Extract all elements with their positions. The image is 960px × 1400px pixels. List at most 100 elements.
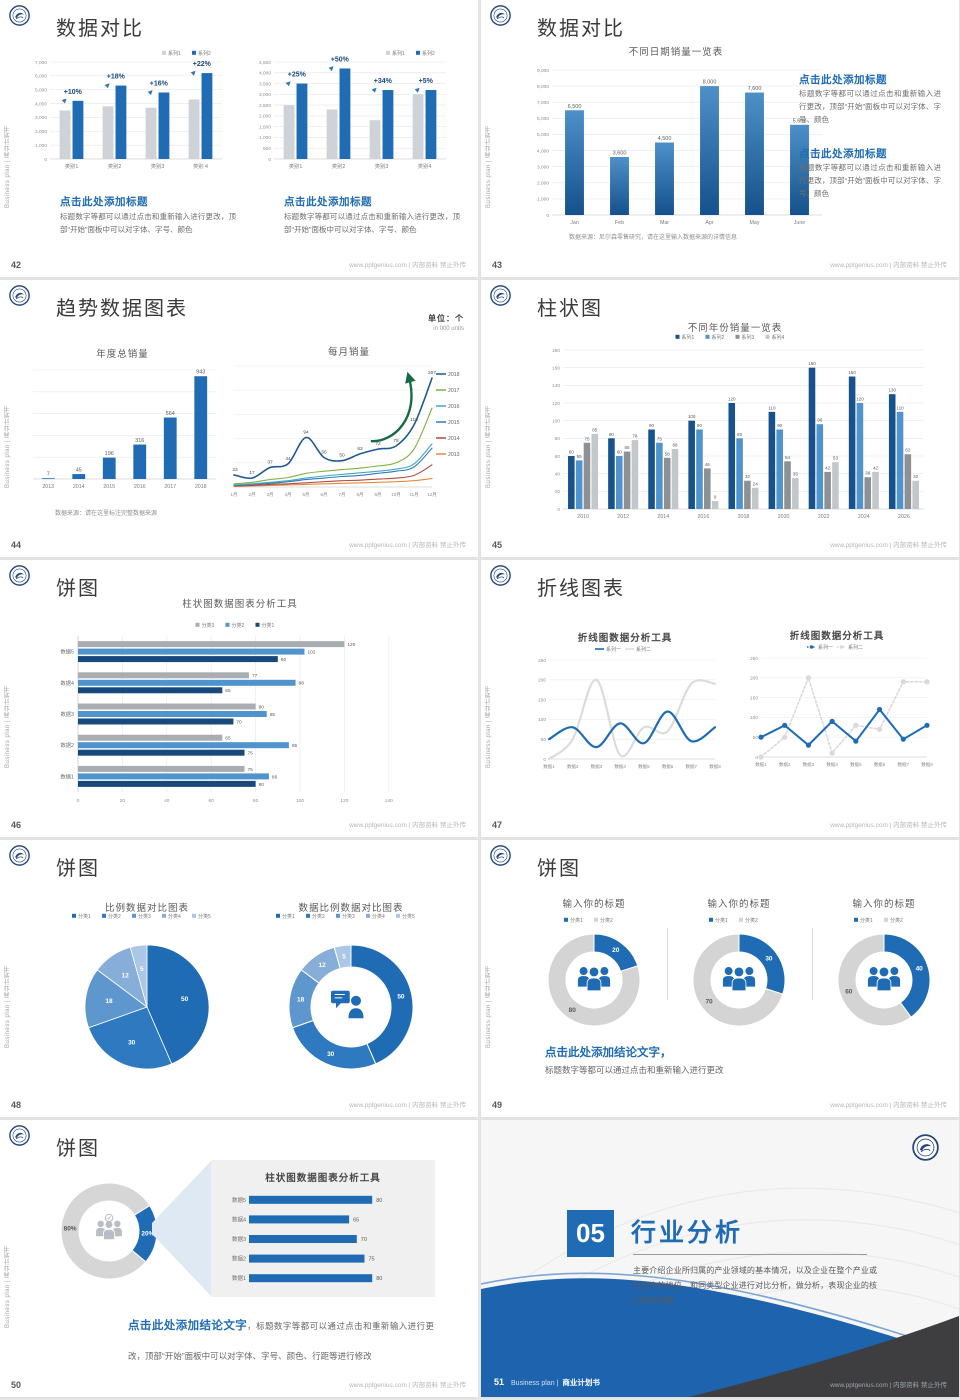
svg-text:30: 30 (128, 1039, 136, 1046)
svg-text:5,600: 5,600 (793, 118, 807, 124)
svg-text:2月: 2月 (248, 492, 255, 498)
svg-text:95: 95 (292, 743, 298, 749)
svg-text:0: 0 (557, 507, 560, 513)
university-logo-icon (490, 5, 512, 27)
svg-text:102: 102 (307, 649, 315, 655)
donut-chart-30: 30 70 分类1 分类2 (674, 916, 804, 1038)
slide-45-column-chart: 柱状图 Business plan | 商业计划书 不同年份销量一览表 0 20 4… (481, 280, 959, 557)
svg-text:75: 75 (248, 767, 254, 773)
svg-text:+16%: +16% (150, 80, 169, 87)
svg-text:▲: ▲ (145, 86, 157, 98)
slide-44-trend-charts: 趋势数据图表 Business plan | 商业计划书 单位：个 in 000… (0, 280, 478, 557)
svg-text:5: 5 (342, 953, 346, 960)
svg-text:90: 90 (697, 423, 703, 428)
svg-text:10月: 10月 (391, 492, 401, 498)
svg-text:0: 0 (268, 157, 271, 163)
svg-text:100: 100 (688, 414, 696, 419)
university-logo-icon (490, 845, 512, 867)
svg-text:数据1: 数据1 (543, 763, 555, 770)
svg-text:2018: 2018 (195, 484, 207, 490)
svg-text:80: 80 (569, 1007, 577, 1014)
chart-title: 每月销量 (327, 347, 370, 358)
svg-text:▲: ▲ (412, 83, 424, 95)
svg-text:2,500: 2,500 (259, 103, 271, 109)
university-emblem-svg (490, 565, 511, 586)
svg-text:Jan: Jan (570, 220, 579, 226)
slide-footer: www.pptgenius.com | 内部资料 禁止外传 (349, 1102, 466, 1109)
svg-text:+50%: +50% (331, 56, 350, 63)
svg-text:75: 75 (584, 436, 590, 441)
svg-text:数据7: 数据7 (686, 763, 698, 770)
svg-text:60: 60 (569, 450, 575, 455)
slide-footer: www.pptgenius.com | 内部资料 禁止外传 (830, 1382, 947, 1389)
svg-text:数据8: 数据8 (921, 761, 933, 768)
grouped-bar-chart-yearly: 0 20 40 60 80 100 120 140 160 180 2010 2012 2014 2016… (543, 332, 928, 522)
svg-text:80: 80 (259, 782, 265, 788)
svg-text:90: 90 (649, 423, 655, 428)
svg-text:3,000: 3,000 (35, 115, 47, 121)
svg-text:9: 9 (714, 495, 717, 500)
svg-text:2014: 2014 (657, 514, 669, 520)
svg-text:45: 45 (76, 468, 82, 474)
chart-title: 输入你的标题 (707, 899, 771, 910)
svg-text:▲: ▲ (326, 62, 338, 74)
slide-title: 折线图表 (537, 578, 625, 600)
svg-text:5,000: 5,000 (35, 88, 47, 94)
svg-text:68: 68 (672, 442, 678, 447)
donut-chart-20: 20 80 分类1 分类2 (529, 916, 659, 1038)
slide-46-hbar-chart: 饼图 Business plan | 商业计划书 柱状图数据图表分析工具 0 20… (0, 560, 478, 837)
slide-title: 柱状图 (537, 298, 603, 320)
svg-text:20: 20 (612, 947, 620, 954)
svg-text:类别 4: 类别 4 (193, 162, 208, 170)
svg-text:分类4: 分类4 (372, 913, 385, 920)
svg-text:分类2: 分类2 (108, 913, 121, 920)
svg-text:85: 85 (270, 712, 276, 718)
svg-text:6,000: 6,000 (35, 74, 47, 80)
chart-title: 比例数据对比图表 (104, 903, 189, 914)
svg-text:250: 250 (750, 656, 758, 662)
divider-line (667, 928, 668, 1000)
slide-footer: www.pptgenius.com | 内部资料 禁止外传 (349, 542, 466, 549)
svg-text:4,500: 4,500 (658, 136, 672, 142)
svg-text:4月: 4月 (284, 492, 291, 498)
svg-text:150: 150 (750, 695, 758, 701)
svg-text:2014: 2014 (73, 484, 85, 490)
svg-text:18: 18 (105, 998, 113, 1005)
sidebar-vertical-label: Business plan | 商业计划书 (486, 685, 492, 768)
page-number: 45 (492, 540, 503, 550)
svg-text:数据2: 数据2 (567, 763, 579, 770)
slide-footer: www.pptgenius.com | 内部资料 禁止外传 (349, 1382, 466, 1389)
chart-svg: 0 1,000 2,000 3,000 4,000 5,000 6,000 7,000 8,00… (537, 68, 822, 226)
placeholder-body: 标题数字等都可以通过点击和重新输入进行更改，顶部“开始”面板中可以对字体、字号、… (60, 212, 236, 235)
svg-text:37: 37 (267, 460, 273, 466)
placeholder-heading: 点击此处添加标题 (799, 74, 887, 86)
svg-text:130: 130 (888, 388, 896, 393)
svg-text:65: 65 (225, 688, 231, 694)
svg-text:5月: 5月 (302, 492, 309, 498)
svg-text:50: 50 (339, 453, 345, 459)
conclusion-paragraph: 点击此处添加结论文字，标题数字等都可以通过点击和重新输入进行更改，顶部“开始”面… (128, 1310, 434, 1371)
svg-text:120: 120 (728, 397, 736, 402)
slide-footer-left: 51 Business plan | 商业计划书 (494, 1372, 600, 1390)
svg-text:2012: 2012 (617, 514, 629, 520)
university-logo-icon (9, 285, 31, 307)
svg-text:分类1: 分类1 (78, 913, 91, 920)
svg-text:75: 75 (657, 436, 663, 441)
svg-text:8,000: 8,000 (703, 80, 717, 86)
svg-text:160: 160 (552, 365, 560, 371)
chart-title: 年度总销量 (96, 349, 149, 360)
svg-text:7,000: 7,000 (537, 100, 549, 106)
svg-text:80: 80 (376, 1198, 382, 1204)
slide-50-pie-funnel: 饼图 Business plan | 商业计划书 20% 80% 柱状图数据图表分… (0, 1120, 478, 1397)
slide-footer: www.pptgenius.com | 内部资料 禁止外传 (349, 262, 466, 269)
line-chart-monthly-sales: 1月 2月 3月 4月 5月 6月 7月 8月 9月 10月 11月 12月 23 17 37 44 94 56 5… (228, 358, 470, 500)
sidebar-vertical-label: Business plan | 商业计划书 (5, 1245, 11, 1328)
svg-text:分类2: 分类2 (312, 913, 325, 920)
bar-chart-comparison-right: 0 500 1,000 1,500 2,000 2,500 3,000 3,500 4,000 4… (250, 50, 450, 172)
svg-text:7月: 7月 (338, 492, 345, 498)
svg-text:数据6: 数据6 (874, 761, 886, 768)
svg-text:100: 100 (296, 798, 304, 804)
svg-text:5: 5 (140, 966, 144, 973)
svg-text:系列3: 系列3 (742, 334, 755, 341)
svg-text:+5%: +5% (419, 78, 434, 85)
